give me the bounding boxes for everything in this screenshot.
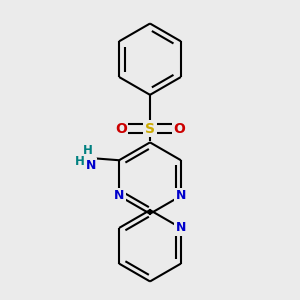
Text: N: N (114, 189, 124, 203)
Text: S: S (145, 122, 155, 136)
Text: O: O (173, 122, 185, 136)
Text: N: N (86, 159, 96, 172)
Text: O: O (115, 122, 127, 136)
Text: N: N (176, 221, 186, 234)
Text: N: N (176, 189, 186, 203)
Text: H: H (83, 144, 93, 157)
Text: H: H (74, 155, 84, 168)
